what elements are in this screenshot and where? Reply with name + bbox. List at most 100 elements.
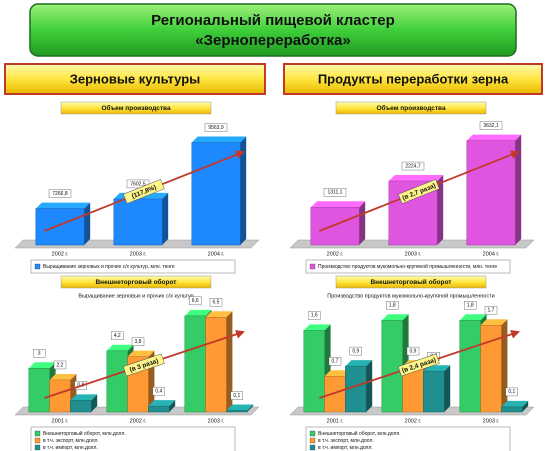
bar-top xyxy=(49,373,77,380)
value-label: 3 xyxy=(38,351,41,357)
bar-side xyxy=(169,400,176,412)
bar-top xyxy=(345,360,373,367)
legend-swatch xyxy=(34,437,41,444)
value-label-box xyxy=(131,337,145,346)
header-title: «Зернопереработка» xyxy=(195,32,350,49)
bar-top xyxy=(70,394,98,401)
legend-swatch xyxy=(309,444,316,451)
value-label: 1,8 xyxy=(467,303,474,309)
legend-swatch xyxy=(34,430,41,437)
bar-top xyxy=(459,314,487,321)
value-label-box xyxy=(328,357,342,366)
bar-top xyxy=(205,311,233,318)
legend-box xyxy=(30,259,236,274)
x-tick-label: 2004 г. xyxy=(208,251,225,257)
value-label-box xyxy=(188,296,202,306)
bar-top xyxy=(388,175,444,182)
legend-label: в т.ч. экспорт, млн.долл. xyxy=(43,438,99,444)
bar-top xyxy=(191,136,247,143)
value-label: 0,4 xyxy=(155,388,162,394)
x-tick-label: 2001 г. xyxy=(52,418,69,424)
bar xyxy=(113,198,163,246)
bar-top xyxy=(310,201,366,208)
x-tick-label: 2002 г. xyxy=(327,251,344,257)
annotation-box xyxy=(122,353,165,377)
bar-side xyxy=(240,136,247,245)
chart-title: Объем производства xyxy=(376,104,446,112)
value-label-box xyxy=(308,311,321,320)
value-label: 3,8 xyxy=(135,339,142,345)
legend-swatch xyxy=(34,263,41,270)
bar-top xyxy=(127,350,155,357)
value-label-box xyxy=(505,387,518,397)
bar-top xyxy=(35,202,91,209)
bar xyxy=(303,330,325,413)
value-label: 4,2 xyxy=(114,333,121,339)
bar-side xyxy=(247,404,254,412)
annotation-box xyxy=(397,353,440,377)
bar-top xyxy=(226,404,254,411)
section-box xyxy=(4,63,266,95)
value-label-box xyxy=(48,189,72,198)
section-title: Зерновые культуры xyxy=(70,71,201,86)
section-title: Продукты переработки зерна xyxy=(318,71,509,86)
bar-top xyxy=(106,344,134,351)
bar-top xyxy=(324,370,352,377)
x-tick-label: 2002 г. xyxy=(52,251,69,257)
x-tick-label: 2001 г. xyxy=(327,418,344,424)
chart-title-box xyxy=(335,101,487,115)
bar xyxy=(205,317,227,413)
chart-title: Внешнеторговый оборот xyxy=(95,278,176,286)
value-label: 0,1 xyxy=(233,393,240,399)
bar xyxy=(466,140,516,246)
bar-side xyxy=(162,192,169,245)
x-tick-label: 2002 г. xyxy=(405,418,422,424)
value-label: 1,7 xyxy=(488,308,495,314)
bar-side xyxy=(444,365,451,412)
bar xyxy=(480,325,502,413)
bar xyxy=(501,406,523,413)
chart-title-box xyxy=(335,275,487,289)
value-label-box xyxy=(349,346,362,356)
value-label: 0,7 xyxy=(332,359,339,365)
value-label-box xyxy=(110,331,124,340)
bar xyxy=(35,208,85,246)
x-tick-label: 2003 г. xyxy=(130,251,147,257)
value-label: 2,2 xyxy=(57,362,64,368)
annotation-box xyxy=(398,179,440,204)
annotation-box xyxy=(123,179,165,204)
header-title: Региональный пищевой кластер xyxy=(151,12,395,29)
bar-top xyxy=(148,400,176,407)
value-label: 7602,5 xyxy=(130,181,146,187)
legend-label: в т.ч. экспорт, млн.долл. xyxy=(318,438,374,444)
bar-side xyxy=(359,201,366,245)
legend-label: в т.ч. импорт, млн.долл. xyxy=(43,445,98,451)
value-label: 0,1 xyxy=(508,389,515,395)
chart-subtitle: Производство продуктов мукомольно-крупян… xyxy=(327,292,494,299)
legend-box xyxy=(30,426,236,451)
value-label-box xyxy=(209,298,223,307)
value-label: 1,8 xyxy=(389,303,396,309)
legend-label: Внешнеторговый оборот, млн.долл. xyxy=(43,430,126,437)
header-box xyxy=(29,3,517,57)
chart-title: Объем производства xyxy=(101,104,171,112)
bar-top xyxy=(381,314,409,321)
section-box xyxy=(283,63,543,95)
value-label: 6,6 xyxy=(192,298,199,304)
value-label-box xyxy=(479,121,503,130)
bar-side xyxy=(84,202,91,245)
value-label-box xyxy=(204,123,228,132)
legend-swatch xyxy=(309,437,316,444)
bar xyxy=(191,142,241,246)
bar xyxy=(324,376,346,413)
legend-swatch xyxy=(34,444,41,451)
value-label-box xyxy=(53,360,67,370)
bar-top xyxy=(466,134,522,141)
value-label: 1311,1 xyxy=(328,190,343,196)
value-label-box xyxy=(386,301,399,310)
bar xyxy=(70,400,92,413)
bar-top xyxy=(501,400,529,407)
bar-side xyxy=(515,134,522,245)
bar xyxy=(28,368,50,413)
chart-title-box xyxy=(60,101,212,115)
